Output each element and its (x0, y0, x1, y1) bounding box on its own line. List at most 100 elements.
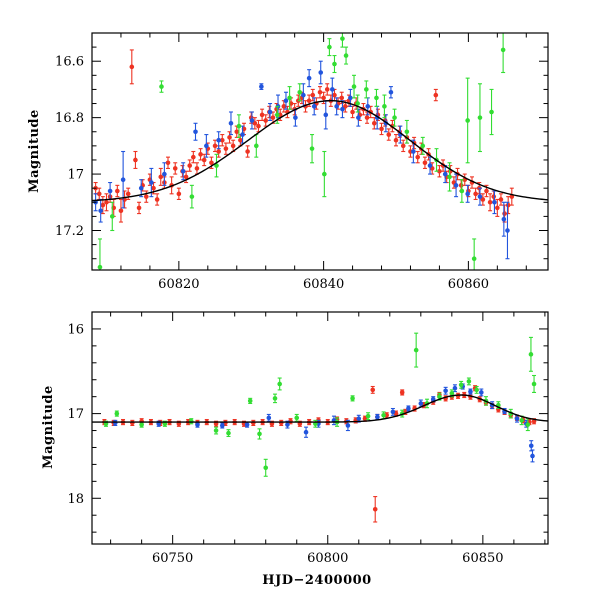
top-red-point (509, 187, 515, 206)
top-blue-point (98, 198, 103, 223)
top-red-point (440, 159, 446, 172)
bottom-axes: 60750 60800 60850 16 17 18 (67, 311, 549, 566)
top-plot-area (92, 33, 548, 270)
bottom-green-point (528, 336, 534, 372)
top-green-point (97, 238, 103, 270)
bottom-green-point (294, 413, 300, 422)
top-red-point (324, 83, 330, 96)
top-plot-frame (91, 32, 549, 271)
top-blue-point (204, 134, 209, 158)
bottom-red-point (370, 385, 376, 394)
bottom-blue-point (390, 407, 396, 416)
top-red-point (361, 102, 366, 116)
top-blue-point (501, 201, 507, 237)
top-blue-point (465, 184, 470, 203)
top-red-point (433, 88, 439, 102)
top-red-point (415, 150, 421, 164)
top-axes: 60820 60840 60860 16.6 16.8 17 17.2 (55, 32, 549, 292)
top-green-point (459, 179, 465, 203)
top-red-point (198, 148, 203, 161)
top-red-point (172, 162, 178, 175)
top-blue-point (120, 150, 126, 209)
bottom-blue-point (375, 413, 380, 421)
top-green-point (327, 38, 332, 57)
top-blue-point (388, 86, 394, 99)
top-blue-point (427, 156, 433, 175)
bottom-blue-point (443, 386, 448, 395)
top-blue-point (216, 131, 221, 150)
bottom-y-tick-label: 17 (67, 407, 84, 422)
bottom-blue-point (219, 422, 225, 429)
top-green-point (500, 33, 506, 74)
top-red-point (245, 145, 250, 158)
top-red-point (136, 201, 142, 215)
bottom-plot-frame (91, 311, 549, 545)
top-green-point (471, 238, 477, 270)
top-red-point (212, 139, 218, 153)
top-red-point (209, 156, 214, 169)
bottom-green-point (257, 428, 262, 440)
top-green-point (420, 136, 426, 155)
bottom-green-point (247, 397, 253, 404)
top-blue-point (306, 69, 312, 88)
bottom-green-point (114, 410, 120, 417)
top-green-point (236, 114, 242, 138)
bottom-x-axis-label: HJD−2400000 (262, 573, 371, 588)
bottom-blue-point (266, 413, 272, 422)
top-red-point (104, 193, 109, 212)
top-data-layer (92, 33, 548, 270)
top-green-point (477, 83, 483, 153)
top-blue-point (505, 201, 510, 260)
bottom-red-point (399, 389, 405, 396)
top-x-tick-label: 60820 (158, 277, 199, 292)
bottom-green-point (350, 395, 355, 402)
top-red-point (118, 198, 124, 223)
top-red-point (187, 159, 193, 172)
top-green-point (309, 134, 315, 164)
top-red-point (393, 134, 399, 147)
top-red-point (129, 49, 135, 85)
top-fit-curve (92, 100, 548, 202)
bottom-x-tick-label: 60750 (152, 551, 193, 566)
top-red-point (379, 122, 384, 136)
bottom-x-tick-label: 60850 (462, 551, 503, 566)
top-green-point (355, 94, 360, 113)
bottom-blue-point (303, 426, 309, 438)
top-blue-point (228, 111, 234, 136)
top-blue-point (249, 111, 255, 130)
top-red-point (158, 167, 164, 186)
top-y-tick-label: 17 (67, 168, 84, 183)
top-red-point (484, 184, 489, 198)
top-blue-point (318, 60, 324, 85)
top-red-point (183, 170, 189, 184)
bottom-data-layer (92, 332, 548, 523)
bottom-green-point (466, 377, 472, 386)
top-green-point (322, 150, 327, 198)
top-red-point (259, 108, 265, 122)
top-blue-point (180, 162, 186, 181)
top-red-point (263, 114, 269, 127)
bottom-x-tick-label: 60800 (307, 551, 348, 566)
top-green-point (404, 119, 410, 144)
bottom-green-point (525, 418, 531, 432)
top-blue-point (267, 102, 273, 122)
top-y-tick-label: 16.8 (55, 111, 84, 126)
top-green-point (297, 83, 303, 102)
bottom-red-point (372, 496, 378, 523)
top-green-point (159, 80, 164, 93)
top-red-point (165, 156, 171, 169)
top-green-point (254, 134, 259, 158)
bottom-fit-curve (92, 394, 548, 423)
top-red-point (386, 128, 392, 141)
bottom-y-tick-label: 18 (67, 492, 84, 507)
top-blue-point (193, 122, 198, 141)
top-red-point (498, 193, 504, 206)
top-blue-point (323, 100, 329, 130)
bottom-green-point (474, 385, 479, 394)
top-red-point (473, 187, 478, 201)
bottom-green-point (413, 332, 419, 368)
top-x-tick-label: 60840 (303, 277, 344, 292)
top-red-point (154, 193, 160, 206)
top-red-point (115, 184, 120, 198)
bottom-red-point (251, 419, 256, 427)
